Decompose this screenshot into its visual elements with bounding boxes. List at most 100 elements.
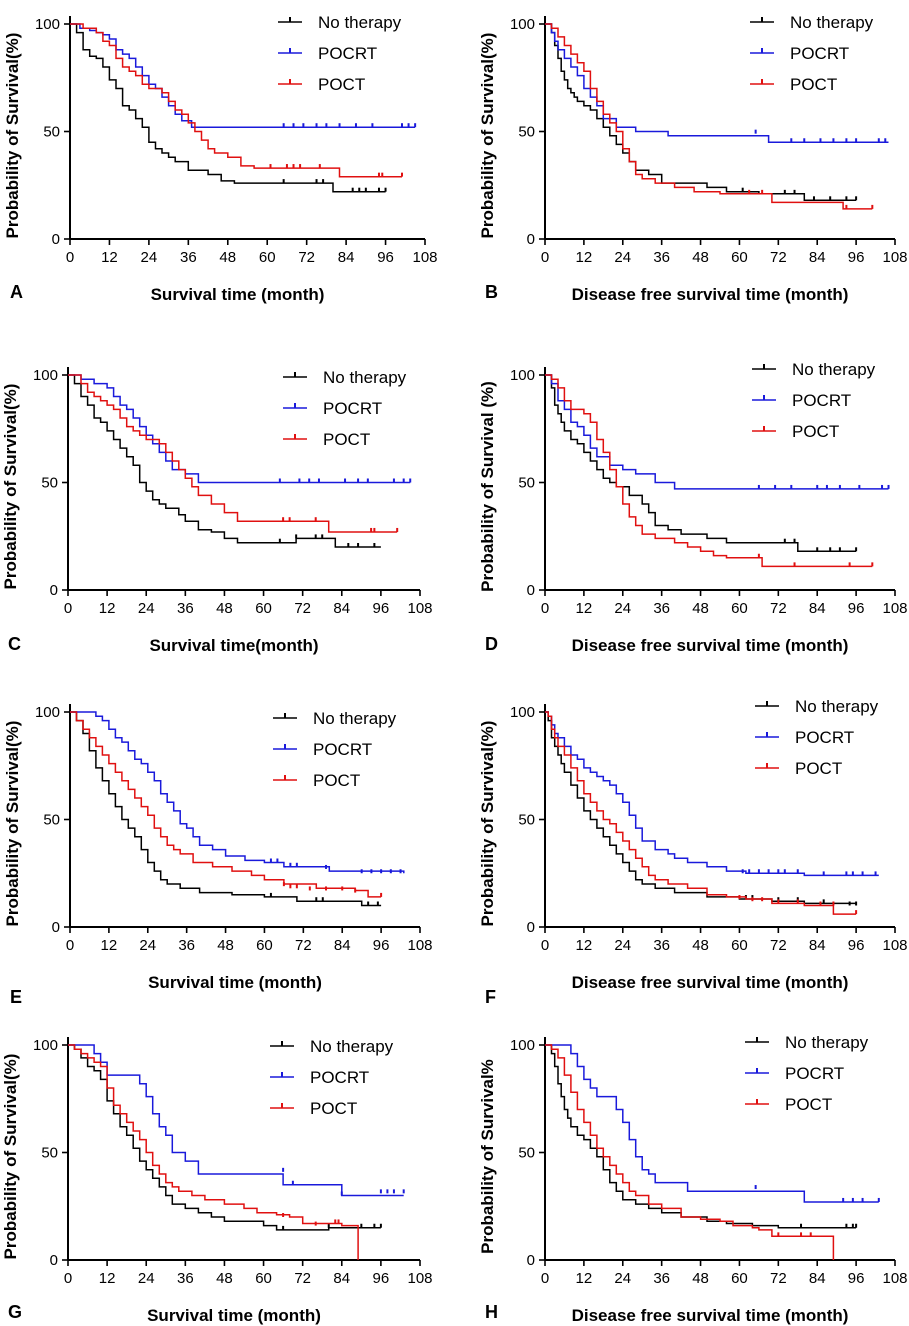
panel-letter: F bbox=[485, 987, 496, 1007]
x-tick-label: 60 bbox=[256, 937, 273, 954]
x-tick-label: 72 bbox=[294, 600, 311, 617]
panel-letter: G bbox=[8, 1302, 22, 1322]
legend-item-pocrt: POCRT bbox=[752, 391, 851, 410]
x-tick-label: 48 bbox=[692, 1270, 709, 1287]
legend-item-poct: POCT bbox=[750, 75, 837, 94]
x-axis-title: Disease free survival time (month) bbox=[572, 1306, 849, 1325]
x-tick-label: 24 bbox=[141, 249, 158, 266]
legend-label: No therapy bbox=[323, 368, 407, 387]
legend-label: POCT bbox=[795, 759, 842, 778]
x-tick-label: 72 bbox=[770, 1270, 787, 1287]
x-tick-label: 60 bbox=[255, 1270, 272, 1287]
y-tick-label: 50 bbox=[43, 124, 60, 141]
x-tick-label: 12 bbox=[576, 1270, 593, 1287]
chart-panel-g: 0 12 24 36 48 60 72 84 96 108 0 50 100 Survival time … bbox=[1, 1037, 433, 1325]
curve-pocrt bbox=[68, 374, 411, 484]
x-tick-label: 36 bbox=[177, 600, 194, 617]
x-tick-label: 84 bbox=[809, 1270, 826, 1287]
panel-letter: A bbox=[10, 282, 23, 302]
x-tick-label: 0 bbox=[541, 600, 549, 617]
y-axis-title: Probability of Survival(%) bbox=[3, 721, 22, 927]
panel-letter: D bbox=[485, 634, 498, 654]
legend-item-no-therapy: No therapy bbox=[283, 368, 407, 387]
curve-pocrt bbox=[70, 711, 405, 874]
x-tick-label: 72 bbox=[294, 1270, 311, 1287]
curve-pocrt bbox=[545, 1044, 879, 1203]
curve-poct bbox=[70, 711, 382, 898]
x-tick-label: 0 bbox=[541, 937, 549, 954]
y-tick-label: 0 bbox=[52, 231, 60, 248]
x-tick-label: 0 bbox=[541, 249, 549, 266]
legend-label: POCT bbox=[310, 1099, 357, 1118]
y-axis-title: Probability of Survival(%) bbox=[478, 721, 497, 927]
x-axis-title: Survival time (month) bbox=[147, 1306, 321, 1325]
y-tick-label: 0 bbox=[527, 1252, 535, 1269]
curve-poct bbox=[68, 374, 398, 533]
x-tick-label: 108 bbox=[882, 249, 907, 266]
x-tick-label: 24 bbox=[138, 1270, 155, 1287]
x-tick-label: 96 bbox=[848, 937, 865, 954]
x-axis-title: Survival time (month) bbox=[148, 973, 322, 992]
x-tick-label: 108 bbox=[882, 1270, 907, 1287]
y-tick-label: 0 bbox=[527, 231, 535, 248]
legend-label: POCRT bbox=[792, 391, 851, 410]
legend-item-poct: POCT bbox=[752, 422, 839, 441]
x-tick-label: 48 bbox=[692, 249, 709, 266]
x-tick-label: 36 bbox=[177, 1270, 194, 1287]
x-tick-label: 36 bbox=[653, 937, 670, 954]
x-tick-label: 12 bbox=[101, 249, 118, 266]
x-tick-label: 48 bbox=[216, 600, 233, 617]
legend-item-no-therapy: No therapy bbox=[755, 697, 879, 716]
legend-item-pocrt: POCRT bbox=[278, 44, 377, 63]
x-tick-label: 48 bbox=[692, 600, 709, 617]
x-tick-label: 48 bbox=[219, 249, 236, 266]
y-tick-label: 50 bbox=[41, 475, 58, 492]
panel-letter: H bbox=[485, 1302, 498, 1322]
x-tick-label: 12 bbox=[99, 1270, 116, 1287]
y-tick-label: 50 bbox=[518, 1145, 535, 1162]
y-axis-title: Probability of Survival (%) bbox=[478, 381, 497, 592]
legend-item-poct: POCT bbox=[278, 75, 365, 94]
x-tick-label: 24 bbox=[614, 249, 631, 266]
chart-panel-b: 0 12 24 36 48 60 72 84 96 108 0 50 100 Disease free s… bbox=[478, 13, 908, 304]
x-tick-label: 72 bbox=[298, 249, 315, 266]
legend-item-pocrt: POCRT bbox=[755, 728, 854, 747]
legend-item-no-therapy: No therapy bbox=[270, 1037, 394, 1056]
curve-no-therapy bbox=[70, 23, 386, 193]
legend-item-poct: POCT bbox=[270, 1099, 357, 1118]
y-tick-label: 100 bbox=[510, 367, 535, 384]
legend-item-pocrt: POCRT bbox=[283, 399, 382, 418]
x-axis-title: Disease free survival time (month) bbox=[572, 973, 849, 992]
curve-no-therapy bbox=[68, 1044, 381, 1231]
chart-panel-e: 0 12 24 36 48 60 72 84 96 108 0 50 100 Survival time … bbox=[3, 704, 433, 1007]
legend-label: POCRT bbox=[785, 1064, 844, 1083]
x-tick-label: 24 bbox=[138, 600, 155, 617]
y-axis-title: Probability of Survival(%) bbox=[478, 33, 497, 239]
curve-no-therapy bbox=[545, 23, 857, 202]
legend-item-no-therapy: No therapy bbox=[278, 13, 402, 32]
legend-label: POCT bbox=[323, 430, 370, 449]
x-tick-label: 72 bbox=[770, 600, 787, 617]
x-tick-label: 108 bbox=[407, 600, 432, 617]
x-tick-label: 36 bbox=[653, 1270, 670, 1287]
legend-label: POCT bbox=[792, 422, 839, 441]
x-tick-label: 108 bbox=[882, 937, 907, 954]
x-tick-label: 84 bbox=[338, 249, 355, 266]
x-tick-label: 36 bbox=[180, 249, 197, 266]
curve-poct bbox=[545, 23, 873, 210]
x-tick-label: 96 bbox=[377, 249, 394, 266]
y-tick-label: 0 bbox=[52, 919, 60, 936]
y-tick-label: 100 bbox=[510, 1037, 535, 1054]
x-tick-label: 96 bbox=[848, 249, 865, 266]
x-tick-label: 72 bbox=[770, 937, 787, 954]
y-tick-label: 0 bbox=[527, 582, 535, 599]
x-tick-label: 0 bbox=[64, 600, 72, 617]
legend-item-pocrt: POCRT bbox=[273, 740, 372, 759]
legend-label: POCRT bbox=[790, 44, 849, 63]
x-tick-label: 60 bbox=[259, 249, 276, 266]
x-tick-label: 36 bbox=[653, 249, 670, 266]
legend-item-poct: POCT bbox=[745, 1095, 832, 1114]
curve-pocrt bbox=[545, 374, 889, 490]
x-tick-label: 24 bbox=[614, 1270, 631, 1287]
